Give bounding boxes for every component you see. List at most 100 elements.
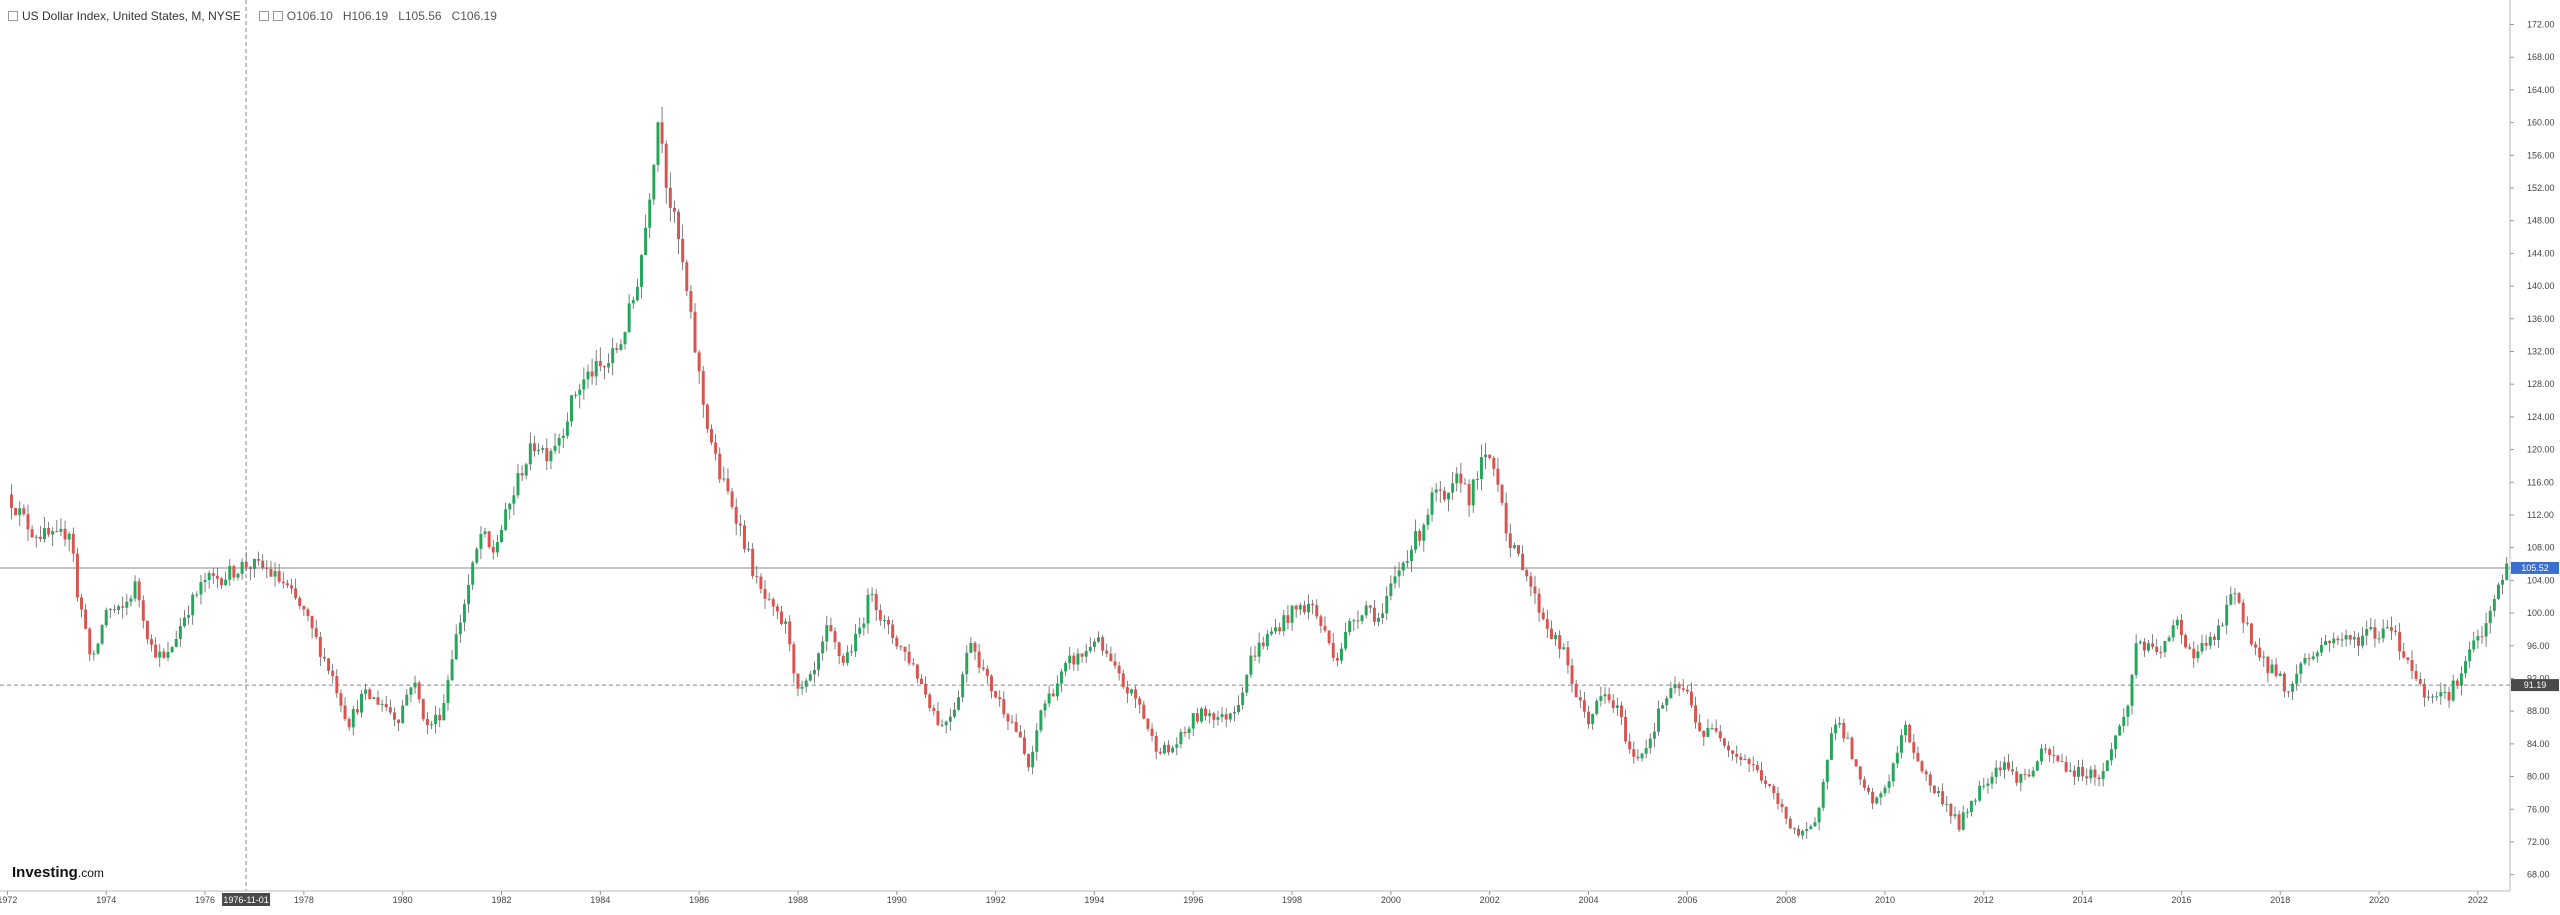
- crosshair-price-badge: [2511, 679, 2559, 692]
- candle-body: [1451, 483, 1455, 493]
- candle-body: [450, 659, 454, 681]
- candle-body: [1171, 747, 1175, 753]
- candle-body: [137, 581, 141, 601]
- candle-body: [882, 620, 886, 622]
- candle-body: [2480, 636, 2484, 638]
- candle-body: [1558, 635, 1562, 650]
- candle-body: [10, 494, 14, 508]
- y-tick-label: 152.00: [2527, 183, 2555, 193]
- candle-body: [2039, 748, 2043, 762]
- candle-body: [561, 435, 565, 438]
- candle-body: [1323, 625, 1327, 631]
- candle-body: [2035, 761, 2039, 771]
- candle-body: [1360, 615, 1364, 622]
- candle-body: [1739, 756, 1743, 760]
- candle-body: [1887, 781, 1891, 788]
- last-price-label: 105.52: [2521, 563, 2549, 573]
- candle-body: [1521, 553, 1525, 571]
- candle-body: [2196, 651, 2200, 659]
- candle-body: [936, 710, 940, 725]
- candle-body: [257, 559, 261, 561]
- candle-body: [1669, 688, 1673, 699]
- candle-body: [887, 620, 891, 625]
- candle-body: [2072, 770, 2076, 777]
- candle-body: [1109, 653, 1113, 662]
- candle-body: [2324, 640, 2328, 646]
- candle-body: [302, 606, 306, 610]
- y-tick-label: 80.00: [2527, 772, 2550, 782]
- candle-body: [660, 122, 664, 144]
- candle-body: [2019, 774, 2023, 783]
- candle-body: [2147, 643, 2150, 651]
- candle-body: [1027, 753, 1031, 768]
- candle-body: [520, 473, 524, 476]
- candle-body: [2501, 579, 2505, 585]
- candle-body: [1492, 457, 1496, 469]
- x-tick-label: 2022: [2468, 895, 2488, 905]
- y-tick-label: 104.00: [2527, 575, 2555, 585]
- candle-body: [384, 703, 388, 708]
- candle-body: [1883, 787, 1887, 794]
- candle-body: [1879, 793, 1883, 798]
- candle-body: [2426, 696, 2430, 698]
- candle-body: [14, 507, 18, 516]
- candle-body: [475, 548, 479, 563]
- candle-body: [961, 674, 965, 698]
- candle-body: [1138, 698, 1142, 705]
- candle-body: [524, 464, 528, 476]
- candle-body: [742, 525, 746, 550]
- candle-body: [652, 164, 656, 200]
- candle-body: [2262, 656, 2266, 658]
- candle-body: [2340, 639, 2344, 641]
- candle-body: [1587, 711, 1590, 725]
- candle-body: [2492, 598, 2496, 611]
- candle-body: [2204, 642, 2208, 646]
- candle-body: [318, 636, 322, 657]
- candle-body: [948, 716, 952, 722]
- settings-icon[interactable]: [258, 11, 269, 21]
- candle-body: [2200, 642, 2204, 652]
- candle-body: [598, 361, 602, 367]
- candle-body: [1689, 691, 1693, 706]
- x-tick-label: 1990: [887, 895, 907, 905]
- candle-body: [273, 571, 277, 577]
- candle-body: [1702, 730, 1706, 737]
- close-icon[interactable]: [272, 11, 283, 21]
- candle-body: [800, 686, 804, 689]
- candle-body: [1694, 705, 1698, 723]
- candle-body: [1554, 635, 1558, 640]
- candle-body: [817, 653, 821, 670]
- candle-body: [244, 561, 248, 568]
- candle-body: [957, 697, 961, 710]
- candle-body: [714, 442, 718, 454]
- x-tick-label: 2016: [2171, 895, 2191, 905]
- candle-body: [1125, 687, 1129, 694]
- candle-body: [1422, 524, 1426, 541]
- candle-body: [1199, 708, 1203, 722]
- candle-body: [755, 576, 759, 578]
- candle-body: [2188, 647, 2192, 649]
- candle-body: [722, 478, 726, 480]
- candle-body: [804, 680, 808, 687]
- candle-body: [174, 638, 178, 648]
- candle-body: [578, 389, 582, 395]
- candle-body: [294, 588, 298, 599]
- candle-body: [656, 122, 660, 165]
- candle-body: [920, 678, 923, 685]
- candle-body: [1595, 700, 1599, 714]
- candle-body: [2472, 640, 2476, 650]
- candle-body: [911, 663, 915, 665]
- legend-open: O106.10: [286, 9, 333, 23]
- candle-body: [1673, 684, 1677, 689]
- candle-body: [1059, 671, 1063, 684]
- candle-body: [2241, 602, 2245, 623]
- collapse-icon[interactable]: [8, 11, 18, 21]
- candle-body: [1228, 713, 1232, 720]
- candle-body: [1051, 693, 1055, 697]
- candle-body: [1895, 752, 1899, 764]
- candle-body: [2138, 641, 2142, 644]
- candle-body: [932, 708, 936, 711]
- candle-body: [1224, 714, 1228, 720]
